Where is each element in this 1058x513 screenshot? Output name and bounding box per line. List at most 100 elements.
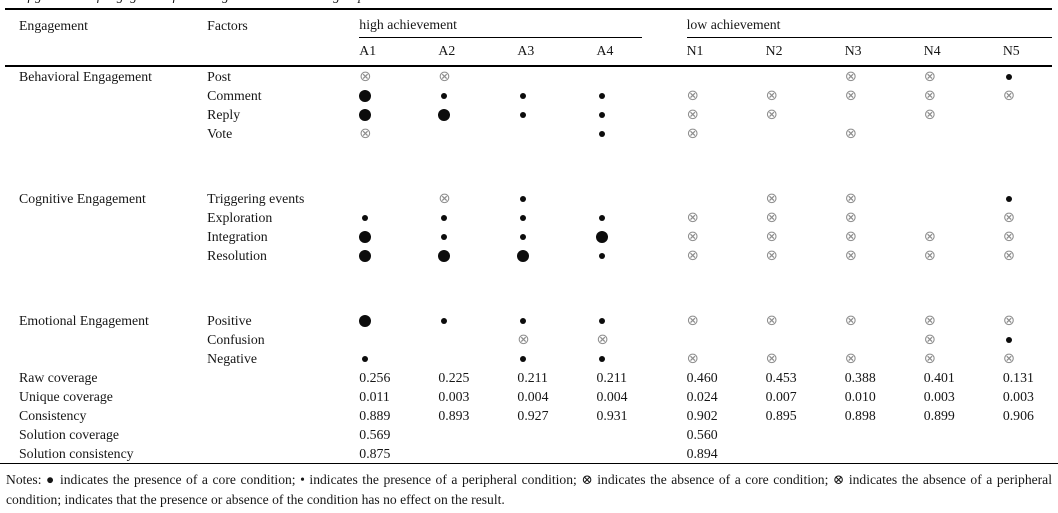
condition-absent-icon: ⊗ — [438, 191, 451, 207]
config-cell: ⊗ — [845, 66, 924, 86]
statistic-value: 0.898 — [844, 408, 876, 423]
config-cell: ⊗ — [359, 124, 438, 143]
condition-absent-icon: ⊗ — [844, 248, 857, 264]
statistic-value — [438, 425, 517, 444]
statistic-value — [596, 444, 686, 463]
factor-row: Emotional Engagement Positive ⊗ ⊗ ⊗ ⊗ ⊗ — [5, 311, 1052, 330]
factor-label: Integration — [207, 229, 268, 244]
config-header-a4: A4 — [596, 38, 687, 67]
statistic-value: 0.003 — [923, 389, 955, 404]
factor-row: Confusion ⊗ ⊗ ⊗ — [5, 330, 1052, 349]
peripheral-condition-present-icon — [441, 234, 448, 240]
statistic-label: Consistency — [19, 408, 87, 423]
config-cell — [924, 208, 1003, 227]
config-cell: ⊗ — [687, 105, 766, 124]
config-cell — [438, 246, 517, 265]
condition-absent-icon: ⊗ — [1002, 248, 1015, 264]
config-cell — [596, 189, 686, 208]
condition-absent-icon: ⊗ — [359, 69, 372, 85]
config-cell: ⊗ — [924, 246, 1003, 265]
engagement-group-label — [5, 124, 207, 143]
engagement-group-label — [5, 246, 207, 265]
factor-row: Negative ⊗ ⊗ ⊗ ⊗ ⊗ — [5, 349, 1052, 368]
statistic-value: 0.893 — [438, 408, 470, 423]
header-row-groups: Engagement Factors high achievement low … — [5, 9, 1052, 38]
statistic-value — [438, 444, 517, 463]
table-notes: Notes: ● indicates the presence of a cor… — [0, 463, 1058, 509]
config-cell — [359, 246, 438, 265]
condition-absent-icon: ⊗ — [765, 351, 778, 367]
config-cell — [596, 86, 686, 105]
condition-absent-icon: ⊗ — [844, 69, 857, 85]
config-cell: ⊗ — [1003, 227, 1052, 246]
config-header-n4: N4 — [923, 38, 1003, 67]
statistic-row: Raw coverage 0.256 0.225 0.211 0.211 0.460 0.4… — [5, 368, 1052, 387]
config-cell — [766, 124, 845, 143]
config-cell: ⊗ — [845, 86, 924, 105]
peripheral-condition-present-icon — [599, 318, 606, 324]
statistic-value: 0.569 — [359, 427, 391, 442]
config-cell — [517, 208, 596, 227]
config-cell — [924, 124, 1003, 143]
config-cell — [924, 189, 1003, 208]
config-cell: ⊗ — [924, 66, 1003, 86]
factor-row: Behavioral Engagement Post ⊗ ⊗ ⊗ ⊗ — [5, 66, 1052, 86]
statistic-value: 0.927 — [517, 408, 549, 423]
condition-absent-icon: ⊗ — [844, 210, 857, 226]
statistic-value: 0.211 — [596, 370, 628, 385]
config-cell — [1003, 189, 1052, 208]
config-header-a2: A2 — [438, 38, 518, 67]
engagement-group-label: Cognitive Engagement — [19, 191, 146, 206]
config-cell: ⊗ — [687, 311, 766, 330]
config-cell: ⊗ — [845, 124, 924, 143]
peripheral-condition-present-icon — [1005, 196, 1012, 202]
condition-absent-icon: ⊗ — [923, 332, 936, 348]
config-cell: ⊗ — [517, 330, 596, 349]
condition-absent-icon: ⊗ — [765, 191, 778, 207]
config-cell — [1003, 105, 1052, 124]
condition-absent-icon: ⊗ — [765, 107, 778, 123]
config-cell — [687, 66, 766, 86]
config-cell: ⊗ — [924, 311, 1003, 330]
condition-absent-icon: ⊗ — [686, 88, 699, 104]
config-cell — [766, 330, 845, 349]
statistic-value: 0.024 — [686, 389, 718, 404]
config-cell — [517, 246, 596, 265]
config-cell: ⊗ — [845, 227, 924, 246]
config-cell: ⊗ — [766, 86, 845, 105]
statistic-value: 0.388 — [844, 370, 876, 385]
core-condition-present-icon — [359, 315, 372, 327]
config-cell: ⊗ — [438, 66, 517, 86]
config-cell: ⊗ — [845, 208, 924, 227]
config-cell — [596, 124, 686, 143]
config-cell — [1003, 124, 1052, 143]
spacer-cell — [5, 143, 1052, 189]
config-cell — [687, 330, 766, 349]
condition-absent-icon: ⊗ — [844, 126, 857, 142]
statistic-value: 0.225 — [438, 370, 470, 385]
condition-absent-icon: ⊗ — [438, 69, 451, 85]
condition-absent-icon: ⊗ — [923, 88, 936, 104]
statistic-label: Solution consistency — [19, 446, 134, 461]
config-header-n2: N2 — [765, 38, 845, 67]
config-cell: ⊗ — [845, 349, 924, 368]
peripheral-condition-present-icon — [520, 93, 527, 99]
config-cell — [596, 227, 686, 246]
config-cell — [596, 349, 686, 368]
factor-label: Positive — [207, 313, 252, 328]
empty-cell — [207, 368, 359, 387]
peripheral-condition-present-icon — [441, 318, 448, 324]
engagement-group-label: Emotional Engagement — [19, 313, 149, 328]
header-row-configurations: A1 A2 A3 A4 N1 N2 N3 N4 N5 — [5, 38, 1052, 67]
statistic-value — [845, 444, 924, 463]
statistic-value: 0.895 — [765, 408, 797, 423]
config-cell — [517, 124, 596, 143]
peripheral-condition-present-icon — [362, 215, 369, 221]
factor-label: Triggering events — [207, 191, 305, 206]
config-cell — [596, 246, 686, 265]
high-achievement-group-header: high achievement — [359, 9, 686, 38]
config-cell — [596, 208, 686, 227]
statistic-value: 0.899 — [923, 408, 955, 423]
config-cell: ⊗ — [1003, 311, 1052, 330]
condition-absent-icon: ⊗ — [686, 313, 699, 329]
